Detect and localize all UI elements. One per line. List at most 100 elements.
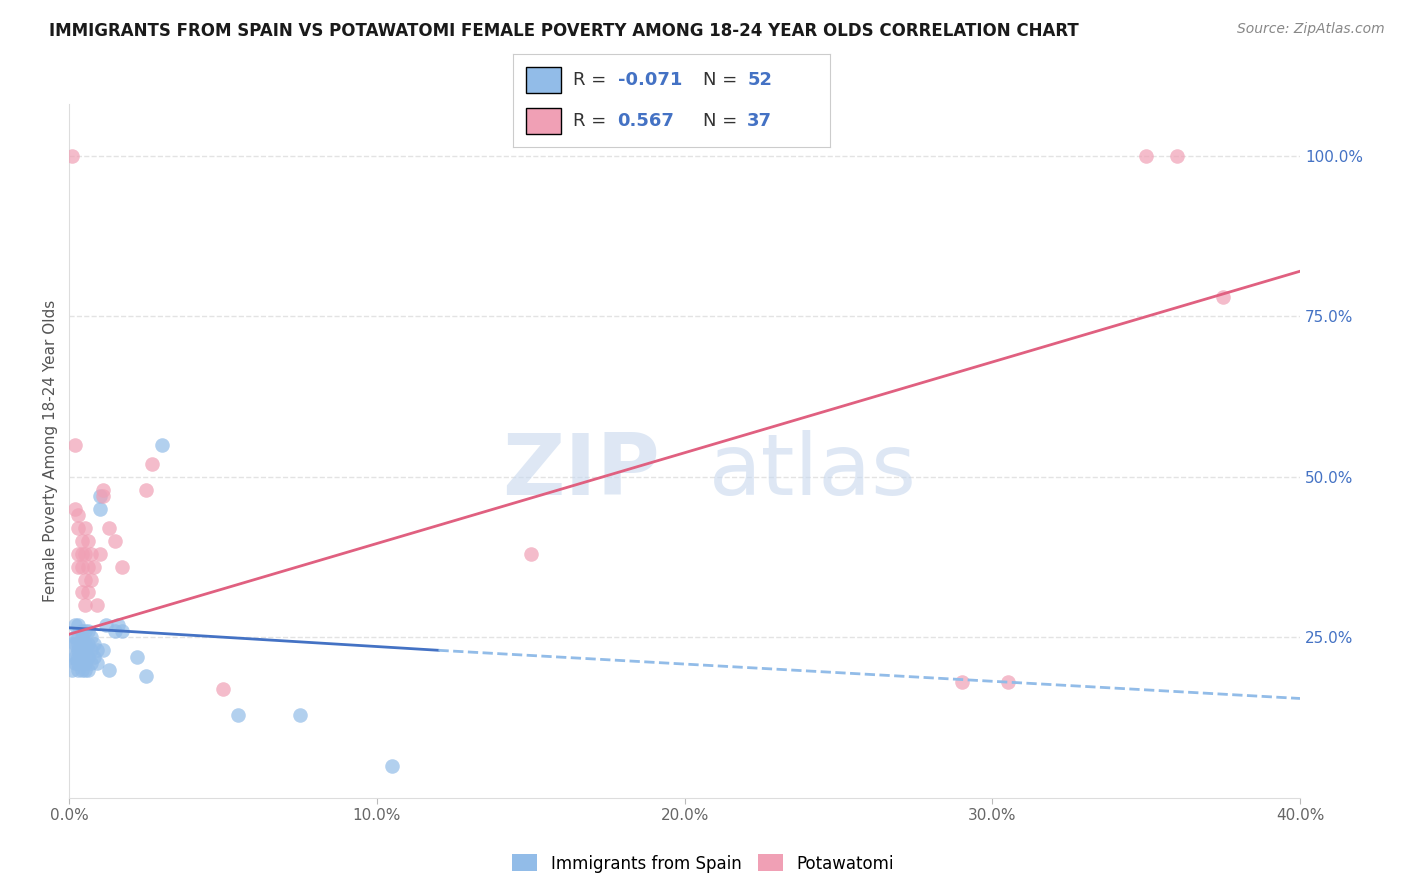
- Point: [73, 599, 96, 613]
- Point: [76, 637, 98, 651]
- Text: ZIP: ZIP: [502, 431, 659, 514]
- Point: [73, 656, 96, 670]
- Point: [73, 624, 96, 638]
- Point: [70, 663, 93, 677]
- Point: [125, 649, 148, 664]
- Point: [80, 643, 103, 657]
- Point: [83, 637, 105, 651]
- Point: [70, 624, 93, 638]
- Point: [86, 643, 108, 657]
- Point: [104, 534, 127, 549]
- Legend: Immigrants from Spain, Potawatomi: Immigrants from Spain, Potawatomi: [506, 847, 900, 880]
- Point: [73, 637, 96, 651]
- Point: [89, 547, 111, 561]
- Point: [67, 656, 90, 670]
- Point: [60, 663, 83, 677]
- Point: [65, 649, 87, 664]
- Point: [67, 663, 90, 677]
- Point: [107, 617, 129, 632]
- Point: [91, 483, 114, 497]
- Point: [65, 438, 87, 452]
- Point: [76, 585, 98, 599]
- Text: atlas: atlas: [709, 431, 917, 514]
- Point: [98, 663, 121, 677]
- Point: [73, 573, 96, 587]
- Point: [67, 547, 90, 561]
- Point: [288, 707, 311, 722]
- Point: [110, 624, 132, 638]
- Point: [228, 707, 250, 722]
- Point: [381, 759, 404, 773]
- Point: [70, 585, 93, 599]
- Point: [70, 631, 93, 645]
- Text: N =: N =: [703, 70, 742, 88]
- Point: [76, 663, 98, 677]
- Point: [86, 599, 108, 613]
- Point: [70, 643, 93, 657]
- Point: [70, 656, 93, 670]
- Text: 52: 52: [748, 70, 772, 88]
- Point: [67, 617, 90, 632]
- Point: [73, 521, 96, 535]
- Text: -0.071: -0.071: [617, 70, 682, 88]
- Point: [73, 643, 96, 657]
- Point: [150, 438, 173, 452]
- Point: [80, 547, 103, 561]
- FancyBboxPatch shape: [526, 108, 561, 134]
- Point: [86, 656, 108, 670]
- Point: [60, 649, 83, 664]
- Text: 0.567: 0.567: [617, 112, 675, 130]
- Point: [1212, 290, 1234, 304]
- Point: [80, 656, 103, 670]
- Point: [98, 521, 121, 535]
- Point: [91, 643, 114, 657]
- Text: IMMIGRANTS FROM SPAIN VS POTAWATOMI FEMALE POVERTY AMONG 18-24 YEAR OLDS CORRELA: IMMIGRANTS FROM SPAIN VS POTAWATOMI FEMA…: [49, 22, 1078, 40]
- Text: R =: R =: [574, 112, 612, 130]
- Point: [70, 559, 93, 574]
- Point: [67, 649, 90, 664]
- Point: [80, 631, 103, 645]
- Point: [70, 547, 93, 561]
- FancyBboxPatch shape: [526, 67, 561, 93]
- Point: [76, 559, 98, 574]
- Point: [67, 521, 90, 535]
- Point: [65, 502, 87, 516]
- Point: [67, 631, 90, 645]
- Point: [110, 559, 132, 574]
- Text: R =: R =: [574, 70, 612, 88]
- Point: [212, 681, 235, 696]
- Point: [65, 656, 87, 670]
- Point: [135, 483, 157, 497]
- Y-axis label: Female Poverty Among 18-24 Year Olds: Female Poverty Among 18-24 Year Olds: [44, 300, 58, 602]
- Point: [65, 617, 87, 632]
- Point: [83, 559, 105, 574]
- Point: [65, 637, 87, 651]
- Point: [997, 675, 1019, 690]
- Point: [91, 489, 114, 503]
- Point: [83, 649, 105, 664]
- Point: [70, 534, 93, 549]
- Point: [67, 637, 90, 651]
- Point: [96, 617, 118, 632]
- Point: [67, 643, 90, 657]
- Point: [60, 637, 83, 651]
- Point: [950, 675, 973, 690]
- Point: [60, 148, 83, 162]
- Point: [73, 547, 96, 561]
- Text: N =: N =: [703, 112, 742, 130]
- Point: [135, 669, 157, 683]
- Point: [1135, 148, 1157, 162]
- Point: [76, 534, 98, 549]
- Point: [76, 624, 98, 638]
- Point: [89, 489, 111, 503]
- Text: 37: 37: [748, 112, 772, 130]
- Point: [67, 508, 90, 523]
- Point: [104, 624, 127, 638]
- Point: [1166, 148, 1188, 162]
- Point: [70, 649, 93, 664]
- Text: Source: ZipAtlas.com: Source: ZipAtlas.com: [1237, 22, 1385, 37]
- Point: [89, 502, 111, 516]
- Point: [65, 631, 87, 645]
- Point: [520, 547, 543, 561]
- Point: [141, 457, 163, 471]
